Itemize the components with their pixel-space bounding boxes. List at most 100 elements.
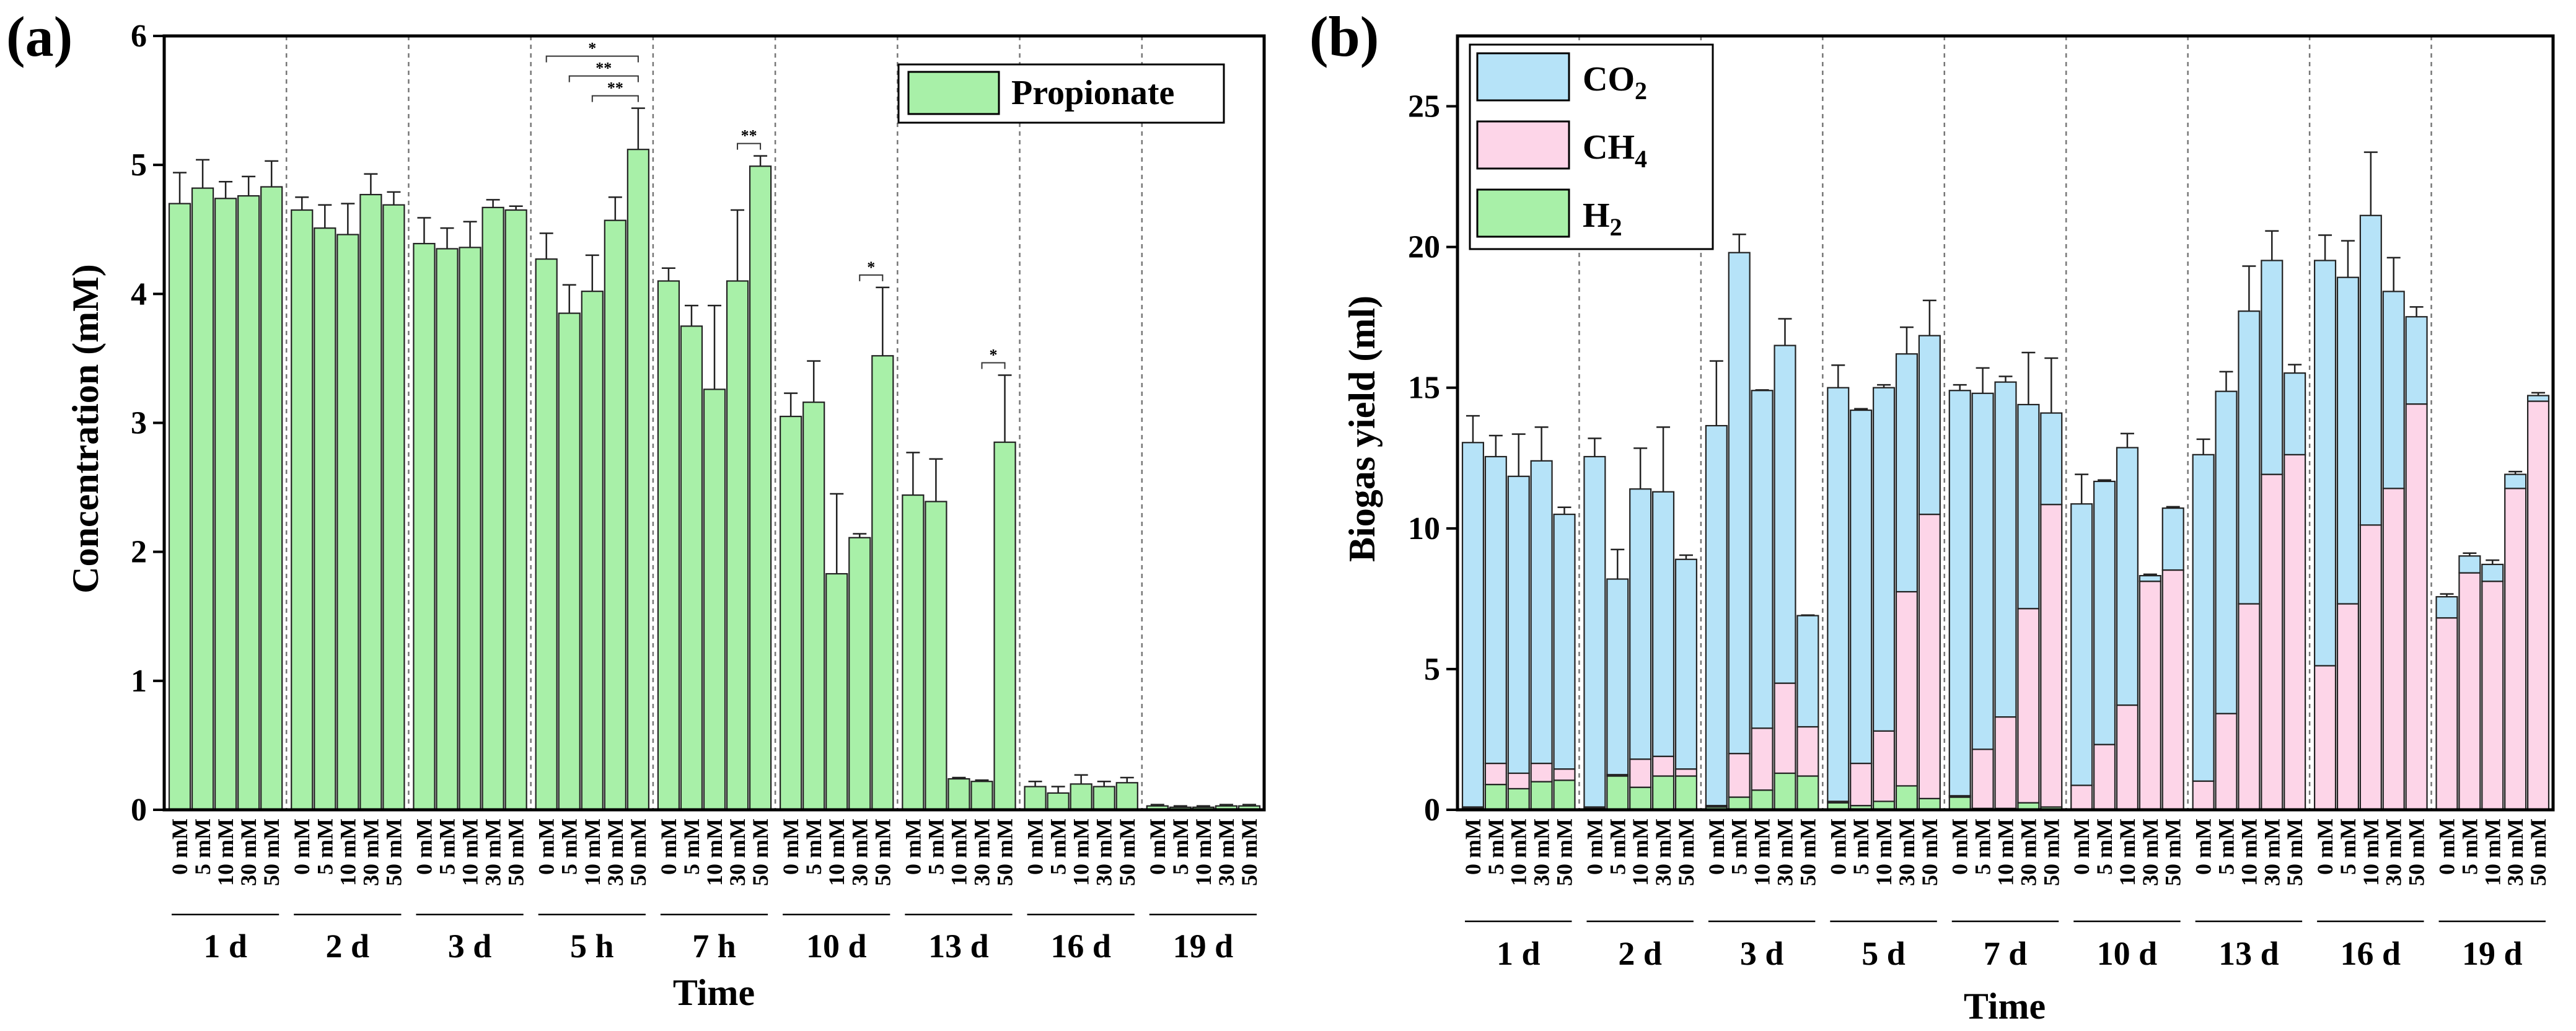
b-xlabel-3-d-0-mm: 0 mM — [1704, 818, 1729, 875]
a-sig-bracket-2 — [591, 95, 639, 102]
b-ytick-label-5: 5 — [1424, 652, 1440, 687]
a-bar-propionate-2-d-10-mm — [336, 234, 359, 811]
panel-b-legend-co2-sub: 2 — [1635, 77, 1647, 105]
panel-b-x-axis-title: Time — [1964, 986, 2046, 1027]
panel-b-legend-swatch-co2 — [1476, 52, 1570, 102]
a-group-label-7-h: 7 h — [692, 928, 736, 965]
b-bar-ch4-19-d-5-mm — [2458, 572, 2481, 810]
b-bar-ch4-3-d-10-mm — [1751, 727, 1774, 791]
b-bar-h2-3-d-10-mm — [1751, 789, 1774, 811]
a-xlabel-10-d-30-mm: 30 mM — [847, 818, 872, 886]
b-bar-ch4-13-d-5-mm — [2215, 713, 2238, 810]
a-group-label-3-d: 3 d — [448, 928, 492, 965]
a-xlabel-5-h-0-mm: 0 mM — [534, 818, 559, 875]
a-xlabel-10-d-5-mm: 5 mM — [801, 818, 826, 875]
b-xlabel-1-d-0-mm: 0 mM — [1461, 818, 1485, 875]
b-xlabel-10-d-0-mm: 0 mM — [2069, 818, 2094, 875]
b-group-label-5-d: 5 d — [1862, 935, 1906, 972]
panel-a-y-axis-title: Concentration (mM) — [65, 264, 106, 594]
a-sig-label-3: ** — [741, 127, 757, 145]
b-bar-co2-7-d-10-mm — [1994, 381, 2017, 718]
a-bar-propionate-13-d-5-mm — [925, 501, 947, 811]
b-bar-h2-3-d-30-mm — [1774, 772, 1796, 811]
b-xlabel-10-d-10-mm: 10 mM — [2115, 818, 2140, 886]
a-bar-propionate-3-d-50-mm — [504, 209, 527, 811]
a-xlabel-13-d-50-mm: 50 mM — [993, 818, 1018, 886]
b-xlabel-2-d-10-mm: 10 mM — [1628, 818, 1653, 886]
b-bar-ch4-2-d-50-mm — [1674, 768, 1697, 777]
a-xlabel-2-d-5-mm: 5 mM — [312, 818, 337, 875]
panel-a-error-bars — [173, 107, 1256, 807]
b-xlabel-1-d-30-mm: 30 mM — [1529, 818, 1554, 886]
b-bar-ch4-5-d-30-mm — [1895, 590, 1918, 787]
a-ytick-label-0: 0 — [131, 792, 147, 828]
a-xlabel-7-h-5-mm: 5 mM — [679, 818, 704, 875]
a-xlabel-7-h-0-mm: 0 mM — [656, 818, 681, 875]
b-ytick-label-15: 15 — [1408, 371, 1440, 406]
b-bar-ch4-7-d-5-mm — [1971, 748, 1994, 809]
b-xlabel-19-d-5-mm: 5 mM — [2457, 818, 2482, 875]
b-xlabel-1-d-50-mm: 50 mM — [1552, 818, 1577, 886]
b-bar-co2-16-d-10-mm — [2359, 214, 2382, 526]
a-xlabel-3-d-0-mm: 0 mM — [411, 818, 436, 875]
a-xlabel-5-h-10-mm: 10 mM — [580, 818, 605, 886]
b-bar-co2-2-d-50-mm — [1674, 558, 1697, 770]
b-bar-ch4-7-d-30-mm — [2017, 608, 2040, 804]
a-xlabel-16-d-50-mm: 50 mM — [1115, 818, 1140, 886]
a-xlabel-5-h-5-mm: 5 mM — [557, 818, 582, 875]
b-xlabel-2-d-30-mm: 30 mM — [1651, 818, 1676, 886]
b-xlabel-16-d-30-mm: 30 mM — [2381, 818, 2406, 886]
a-xlabel-10-d-0-mm: 0 mM — [778, 818, 803, 875]
b-bar-co2-13-d-50-mm — [2284, 372, 2306, 455]
b-group-label-16-d: 16 d — [2341, 935, 2401, 972]
b-xlabel-3-d-30-mm: 30 mM — [1773, 818, 1798, 886]
a-bar-propionate-10-d-0-mm — [780, 415, 802, 811]
b-bar-co2-1-d-10-mm — [1507, 475, 1530, 774]
b-bar-co2-10-d-30-mm — [2139, 575, 2161, 582]
b-xlabel-19-d-50-mm: 50 mM — [2526, 818, 2551, 886]
b-bar-co2-3-d-5-mm — [1728, 252, 1751, 755]
panel-a-legend-swatch-propionate — [907, 71, 1000, 115]
a-xlabel-16-d-10-mm: 10 mM — [1069, 818, 1094, 886]
a-xlabel-10-d-50-mm: 50 mM — [870, 818, 895, 886]
b-xlabel-5-d-50-mm: 50 mM — [1917, 818, 1942, 886]
a-xlabel-3-d-30-mm: 30 mM — [481, 818, 506, 886]
b-bar-co2-3-d-0-mm — [1705, 424, 1728, 807]
a-xlabel-13-d-0-mm: 0 mM — [900, 818, 925, 875]
panel-b-legend-ch4-text: CH — [1583, 128, 1635, 167]
panel-b-legend-h2-sub: 2 — [1610, 213, 1622, 241]
a-xlabel-19-d-5-mm: 5 mM — [1168, 818, 1193, 875]
a-bar-propionate-5-h-50-mm — [626, 149, 649, 811]
panel-b-legend-ch4-sub: 4 — [1635, 145, 1647, 173]
b-group-label-2-d: 2 d — [1618, 935, 1662, 972]
b-xlabel-16-d-10-mm: 10 mM — [2358, 818, 2383, 886]
b-xlabel-5-d-0-mm: 0 mM — [1826, 818, 1850, 875]
b-bar-co2-7-d-5-mm — [1971, 392, 1994, 750]
b-bar-co2-10-d-10-mm — [2116, 447, 2139, 706]
a-xlabel-19-d-10-mm: 10 mM — [1191, 818, 1216, 886]
a-group-label-10-d: 10 d — [806, 928, 867, 965]
b-bar-h2-3-d-50-mm — [1796, 775, 1819, 811]
b-ytick-label-10: 10 — [1408, 511, 1440, 546]
b-bar-ch4-16-d-0-mm — [2314, 665, 2337, 810]
a-xlabel-7-h-10-mm: 10 mM — [702, 818, 727, 886]
b-ytick-label-20: 20 — [1408, 230, 1440, 265]
b-bar-ch4-10-d-50-mm — [2161, 569, 2184, 810]
panel-b-legend-co2: CO2 — [1583, 60, 1647, 105]
b-bar-co2-2-d-5-mm — [1606, 578, 1629, 776]
a-xlabel-2-d-0-mm: 0 mM — [289, 818, 314, 875]
b-bar-co2-5-d-0-mm — [1827, 387, 1850, 802]
a-bar-propionate-3-d-30-mm — [481, 206, 504, 811]
a-bar-propionate-7-h-50-mm — [749, 165, 772, 811]
b-bar-co2-19-d-30-mm — [2504, 473, 2527, 489]
b-bar-ch4-10-d-5-mm — [2093, 744, 2116, 810]
b-group-label-19-d: 19 d — [2462, 935, 2523, 972]
a-bar-propionate-5-h-10-mm — [581, 291, 604, 811]
panel-b-y-axis-title: Biogas yield (ml) — [1342, 296, 1383, 562]
b-xlabel-2-d-5-mm: 5 mM — [1605, 818, 1630, 875]
b-xlabel-5-d-30-mm: 30 mM — [1894, 818, 1919, 886]
a-group-label-13-d: 13 d — [928, 928, 989, 965]
b-bar-h2-3-d-5-mm — [1728, 796, 1751, 811]
